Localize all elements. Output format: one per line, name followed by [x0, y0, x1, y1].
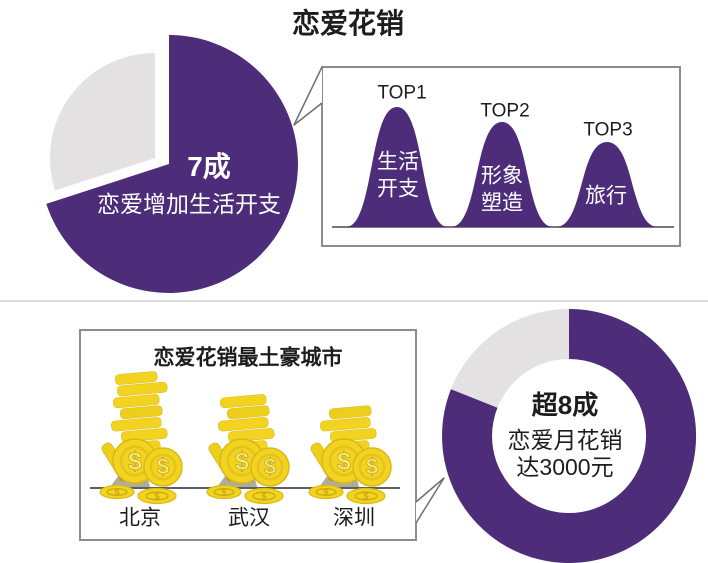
coin-pile: $ $ $ $	[99, 371, 183, 505]
dollar-icon: $	[323, 488, 328, 498]
mountain2-label: 形象 塑造	[481, 164, 523, 215]
top3-rank-label: TOP3	[583, 119, 633, 141]
pie-chart	[46, 35, 298, 294]
cities-box-title: 恋爱花销最土豪城市	[153, 346, 343, 370]
mountain-shape	[556, 142, 658, 227]
donut-chart	[442, 309, 697, 563]
donut-caption-line2: 达3000元	[516, 454, 614, 481]
mountain-shapes	[346, 107, 658, 227]
mountain-shape	[346, 107, 448, 227]
coin-pile: $ $ $ $	[206, 394, 290, 505]
pie-percent-label: 7成	[187, 150, 231, 182]
page-title: 恋爱花销	[291, 7, 405, 39]
dollar-icon: $	[261, 492, 266, 502]
dollar-icon: $	[337, 447, 351, 475]
donut-caption-line1: 恋爱月花销	[507, 427, 623, 454]
top2-rank-label: TOP2	[480, 100, 530, 122]
dollar-icon: $	[366, 454, 378, 479]
mountain3-label: 旅行	[585, 184, 627, 208]
mountain-shape	[451, 122, 553, 227]
donut-percent-label: 超8成	[531, 390, 599, 421]
pie-slice-other	[49, 52, 156, 191]
coin-pile: $ $ $ $	[308, 405, 392, 505]
city-label-wuhan: 武汉	[228, 506, 270, 530]
mountain1-label: 生活 开支	[377, 150, 419, 201]
donut-ring-main	[442, 309, 697, 563]
pie-slice-main	[46, 35, 298, 294]
dollar-icon: $	[114, 488, 119, 498]
cities-callout-tail	[415, 477, 445, 524]
coin-piles: $ $ $ $ $ $ $ $ $ $ $ $	[99, 371, 392, 505]
pie-caption: 恋爱增加生活开支	[97, 191, 281, 218]
top3-callout-tail	[293, 66, 323, 126]
dollar-icon: $	[264, 454, 276, 479]
dollar-icon: $	[128, 447, 142, 475]
city-label-shenzhen: 深圳	[333, 506, 375, 530]
top3-callout-box	[293, 66, 681, 247]
dollar-icon: $	[157, 454, 169, 479]
dollar-icon: $	[221, 488, 226, 498]
top1-rank-label: TOP1	[377, 82, 427, 104]
city-label-beijing: 北京	[119, 506, 161, 530]
dollar-icon: $	[363, 492, 368, 502]
dollar-icon: $	[154, 492, 159, 502]
cities-callout-box: $ $ $ $ $ $ $ $ $ $ $ $	[79, 329, 445, 541]
dollar-icon: $	[235, 447, 249, 475]
